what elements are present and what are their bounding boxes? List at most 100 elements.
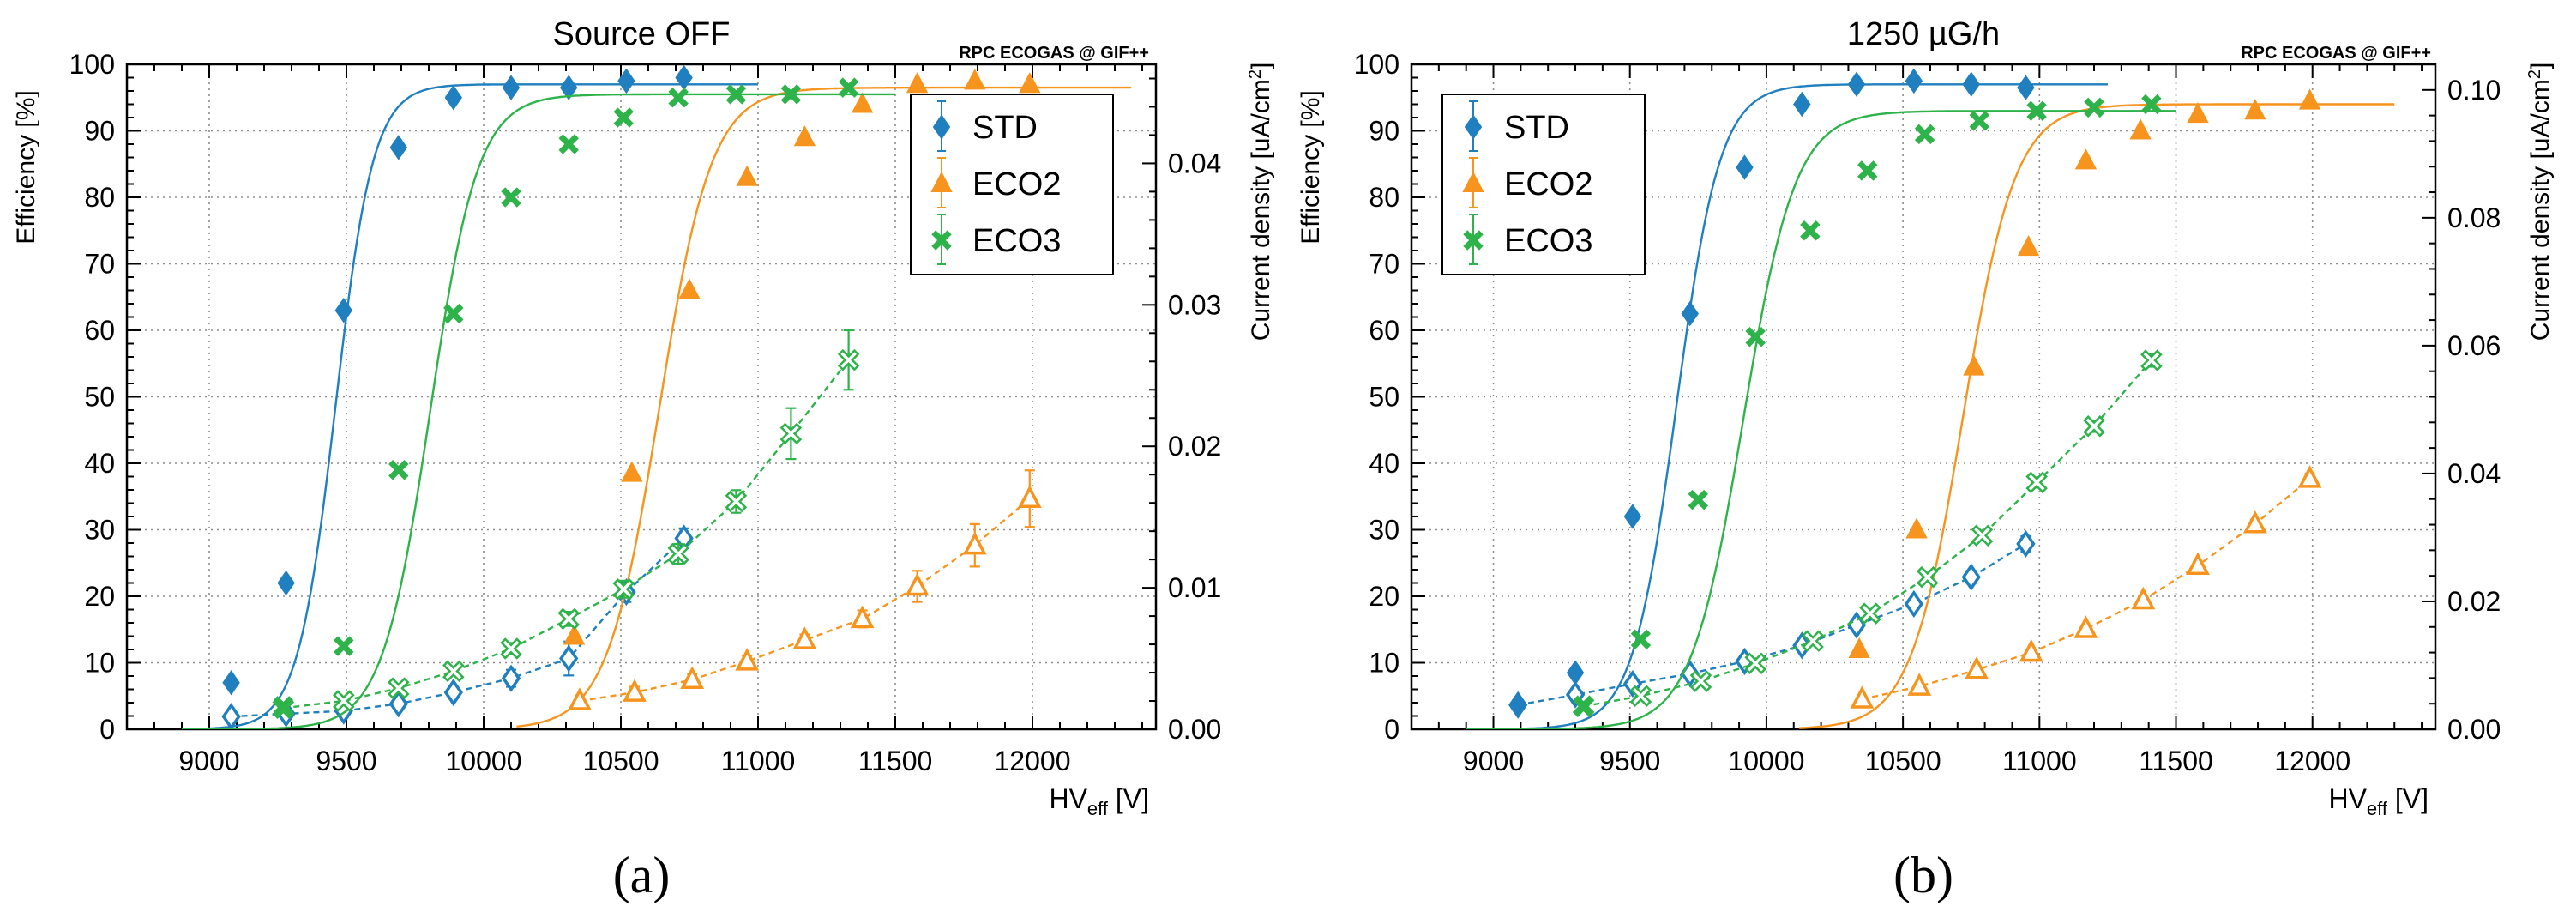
y2-axis-title-main: Current density [uA/cm <box>1247 79 1275 341</box>
y2-axis-title: Current density [uA/cm2] <box>1246 63 1275 341</box>
legend-entry-eco3: ECO3 <box>1463 214 1592 265</box>
efficiency-point <box>1962 71 1980 98</box>
efficiency-point <box>736 165 758 186</box>
efficiency-point <box>1508 693 1527 719</box>
current-point <box>1907 673 1932 696</box>
data-layer <box>181 64 1132 729</box>
legend-entry-std: STD <box>1464 100 1569 152</box>
x-axis-title: HVeff [V] <box>1049 783 1149 819</box>
current-point <box>837 348 860 371</box>
legend-marker <box>1463 230 1484 251</box>
current-point <box>1917 565 1939 589</box>
efficiency-point <box>1019 72 1041 94</box>
current-point <box>680 666 705 690</box>
legend-entry-eco3: ECO3 <box>931 214 1061 265</box>
y2-tick-label: 0.04 <box>2447 458 2501 489</box>
y2-tick-label: 0.10 <box>2447 75 2501 106</box>
efficiency-point <box>1905 517 1928 539</box>
efficiency-point <box>621 461 643 482</box>
efficiency-point <box>1736 154 1754 180</box>
x-axis: 9000 9500 10000 10500 11000 11500 12000 <box>1437 64 2423 776</box>
x-axis-title-sub: eff <box>2367 798 2388 819</box>
y-axis-left: 0 10 20 30 40 50 60 70 80 90 100 <box>69 49 141 745</box>
legend-entry-eco2: ECO2 <box>930 157 1061 208</box>
y-tick-label: 60 <box>84 315 115 346</box>
efficiency-point <box>613 107 634 128</box>
legend-entry-eco2: ECO2 <box>1462 157 1592 208</box>
panel-label: (b) <box>1893 847 1953 903</box>
efficiency-point <box>443 303 464 324</box>
efficiency-point <box>964 69 986 90</box>
legend-marker <box>932 114 951 140</box>
x-tick-label: 12000 <box>2274 746 2350 776</box>
y2-tick-label: 0.01 <box>1168 572 1221 603</box>
current-point <box>725 490 748 513</box>
current-point <box>559 644 579 673</box>
y-axis-title: Efficiency [%] <box>1297 90 1325 245</box>
efficiency-point <box>2026 100 2047 121</box>
efficiency-point <box>1688 489 1709 510</box>
efficiency-point <box>1793 91 1811 118</box>
fit-curve <box>1466 83 2108 729</box>
efficiency-point <box>1963 354 1985 376</box>
efficiency-point <box>668 88 689 108</box>
y-tick-label: 0 <box>1384 714 1399 745</box>
efficiency-point <box>558 134 579 154</box>
current-point <box>1802 630 1824 652</box>
current-point <box>221 703 241 729</box>
x-axis-title-unit: [V] <box>2387 783 2429 814</box>
current-point <box>2083 415 2105 438</box>
x-axis-title-sub: eff <box>1087 798 1109 819</box>
efficiency-point <box>2017 234 2040 257</box>
y-tick-label: 50 <box>84 382 115 413</box>
current-point <box>2073 615 2098 638</box>
current-point <box>2025 471 2048 494</box>
y-tick-label: 70 <box>84 249 115 280</box>
y2-axis-title-end: ] <box>2526 63 2555 69</box>
x-tick-label: 10000 <box>446 746 522 776</box>
x-tick-label: 11000 <box>2002 746 2077 776</box>
data-layer <box>1466 68 2395 729</box>
legend-label: ECO2 <box>972 166 1061 202</box>
x-tick-label: 11500 <box>858 746 933 776</box>
fit-curve <box>182 93 895 729</box>
y-tick-label: 60 <box>1369 315 1399 346</box>
efficiency-point <box>1914 124 1935 145</box>
panel-label: (a) <box>613 847 671 903</box>
y-tick-label: 30 <box>1369 515 1399 546</box>
y2-tick-label: 0.04 <box>1168 148 1221 178</box>
legend: STD ECO2 ECO3 <box>1441 94 1646 275</box>
efficiency-point <box>1566 660 1585 685</box>
x-tick-label: 9500 <box>316 746 376 776</box>
efficiency-point <box>2298 88 2321 110</box>
current-point <box>1971 524 1994 547</box>
y-tick-label: 10 <box>1369 648 1399 679</box>
y2-tick-label: 0.08 <box>2447 202 2501 233</box>
y-tick-label: 20 <box>84 581 115 612</box>
y-tick-label: 80 <box>1369 182 1399 213</box>
efficiency-point <box>1857 160 1878 181</box>
watermark: RPC ECOGAS @ GIF++ <box>2241 44 2431 63</box>
y-tick-label: 50 <box>1369 382 1399 413</box>
y-tick-label: 100 <box>69 49 115 80</box>
efficiency-point <box>2084 97 2104 118</box>
current-point <box>623 679 647 702</box>
x-tick-label: 10500 <box>1865 746 1941 776</box>
efficiency-point <box>780 84 802 105</box>
efficiency-point <box>2244 99 2266 120</box>
efficiency-point <box>1847 71 1866 98</box>
x-tick-label: 12000 <box>995 746 1071 776</box>
current-point <box>388 690 408 718</box>
y2-tick-label: 0.03 <box>1168 289 1221 320</box>
y-tick-label: 70 <box>1369 249 1399 280</box>
y-tick-label: 10 <box>84 648 115 679</box>
y-tick-label: 40 <box>1369 448 1399 479</box>
efficiency-point <box>563 624 586 645</box>
current-point <box>2297 465 2322 488</box>
series-eco2 <box>516 69 1132 728</box>
current-point <box>501 664 521 692</box>
efficiency-point <box>2129 118 2152 140</box>
x-tick-label: 9000 <box>1463 746 1524 776</box>
x-tick-label: 10500 <box>583 746 659 776</box>
